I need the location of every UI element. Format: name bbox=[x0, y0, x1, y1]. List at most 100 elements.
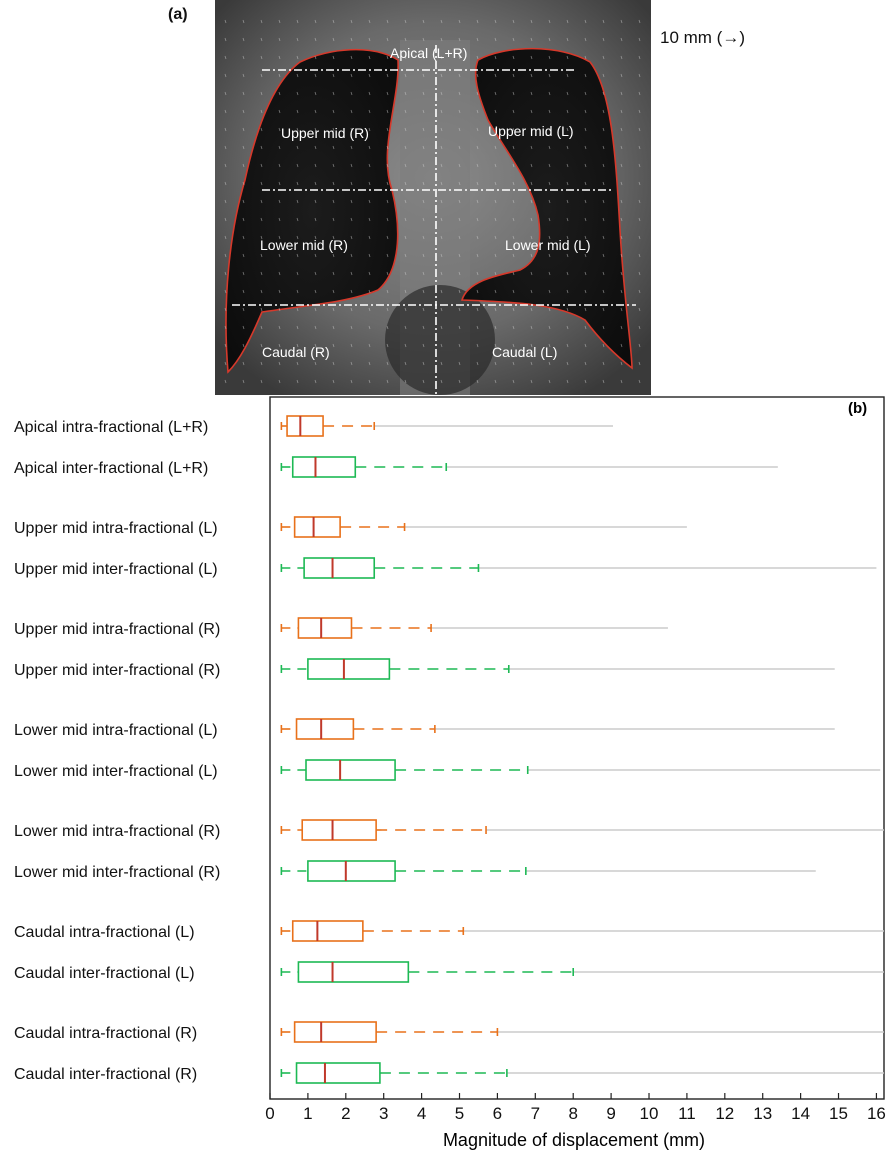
displacement-vector bbox=[584, 217, 587, 222]
displacement-vector bbox=[494, 235, 497, 240]
displacement-vector bbox=[602, 37, 605, 42]
displacement-vector bbox=[404, 91, 407, 96]
displacement-vector bbox=[296, 217, 299, 222]
region-upper-mid-l: Upper mid (L) bbox=[488, 123, 574, 139]
displacement-vector bbox=[260, 361, 263, 366]
displacement-vector bbox=[242, 181, 245, 186]
displacement-vector bbox=[512, 19, 515, 24]
displacement-vector bbox=[350, 307, 353, 312]
displacement-vector bbox=[566, 55, 569, 60]
displacement-vector bbox=[584, 127, 587, 132]
x-axis-label: Magnitude of displacement (mm) bbox=[443, 1130, 705, 1150]
displacement-vector bbox=[458, 289, 461, 294]
displacement-vector bbox=[296, 199, 299, 204]
displacement-vector bbox=[476, 307, 479, 312]
displacement-vector bbox=[440, 361, 443, 366]
displacement-vector bbox=[458, 271, 461, 276]
left-lung-contour bbox=[460, 47, 633, 370]
displacement-vector bbox=[512, 127, 515, 132]
displacement-vector bbox=[386, 361, 389, 366]
displacement-vector bbox=[440, 199, 443, 204]
displacement-vector bbox=[404, 127, 407, 132]
displacement-vector bbox=[494, 307, 497, 312]
box-row: Caudal inter-fractional (R) bbox=[14, 1062, 884, 1084]
displacement-vector bbox=[602, 253, 605, 258]
displacement-vector bbox=[314, 127, 317, 132]
displacement-vector bbox=[494, 55, 497, 60]
displacement-vector bbox=[458, 199, 461, 204]
displacement-vector bbox=[620, 289, 623, 294]
plot-frame bbox=[269, 396, 885, 1100]
displacement-vector bbox=[242, 73, 245, 78]
displacement-vector bbox=[602, 235, 605, 240]
displacement-vector bbox=[350, 73, 353, 78]
box-row: Upper mid inter-fractional (R) bbox=[14, 658, 835, 680]
displacement-vector bbox=[548, 217, 551, 222]
displacement-vector bbox=[602, 217, 605, 222]
displacement-vector bbox=[368, 55, 371, 60]
displacement-vector bbox=[584, 145, 587, 150]
displacement-vector bbox=[386, 109, 389, 114]
displacement-vector bbox=[332, 235, 335, 240]
displacement-vector bbox=[368, 199, 371, 204]
displacement-vector bbox=[260, 91, 263, 96]
displacement-vector bbox=[530, 37, 533, 42]
displacement-vector bbox=[368, 127, 371, 132]
displacement-vector bbox=[296, 307, 299, 312]
displacement-vector bbox=[314, 163, 317, 168]
displacement-vector bbox=[638, 199, 641, 204]
displacement-vector bbox=[620, 361, 623, 366]
displacement-vector bbox=[224, 361, 227, 366]
displacement-vector bbox=[224, 37, 227, 42]
displacement-vector bbox=[224, 145, 227, 150]
displacement-vector bbox=[512, 163, 515, 168]
displacement-vector bbox=[620, 109, 623, 114]
displacement-vector bbox=[332, 343, 335, 348]
displacement-vector bbox=[368, 109, 371, 114]
displacement-vector bbox=[602, 307, 605, 312]
displacement-vector bbox=[260, 217, 263, 222]
displacement-vector bbox=[278, 325, 281, 330]
displacement-vector bbox=[350, 163, 353, 168]
displacement-vector bbox=[620, 343, 623, 348]
displacement-vector bbox=[296, 181, 299, 186]
box-row: Lower mid inter-fractional (R) bbox=[14, 860, 816, 882]
displacement-vector bbox=[314, 181, 317, 186]
displacement-vector bbox=[566, 325, 569, 330]
displacement-vector bbox=[350, 361, 353, 366]
displacement-vector bbox=[242, 91, 245, 96]
displacement-vector bbox=[296, 91, 299, 96]
displacement-vector bbox=[368, 307, 371, 312]
x-tick-label: 9 bbox=[606, 1104, 615, 1123]
row-label: Caudal intra-fractional (L) bbox=[14, 924, 195, 941]
displacement-vector bbox=[638, 307, 641, 312]
box-row: Caudal intra-fractional (L) bbox=[14, 920, 884, 942]
displacement-vector bbox=[530, 145, 533, 150]
displacement-vector bbox=[242, 145, 245, 150]
displacement-vector bbox=[440, 163, 443, 168]
displacement-vector bbox=[422, 73, 425, 78]
displacement-vector bbox=[620, 325, 623, 330]
displacement-vector bbox=[260, 181, 263, 186]
displacement-vector bbox=[602, 55, 605, 60]
displacement-vector bbox=[314, 109, 317, 114]
displacement-vector bbox=[404, 109, 407, 114]
displacement-vector bbox=[440, 217, 443, 222]
displacement-vector bbox=[314, 253, 317, 258]
displacement-vector bbox=[260, 37, 263, 42]
x-tick-label: 7 bbox=[531, 1104, 540, 1123]
displacement-vector bbox=[548, 127, 551, 132]
x-tick-label: 1 bbox=[303, 1104, 312, 1123]
displacement-vector bbox=[602, 181, 605, 186]
displacement-vector bbox=[638, 163, 641, 168]
displacement-vector bbox=[296, 379, 299, 384]
displacement-vector bbox=[296, 289, 299, 294]
displacement-vector bbox=[638, 145, 641, 150]
displacement-vector bbox=[566, 289, 569, 294]
panel-a-label: (a) bbox=[168, 6, 188, 23]
displacement-vector bbox=[296, 235, 299, 240]
displacement-vector bbox=[224, 127, 227, 132]
displacement-vector bbox=[494, 379, 497, 384]
row-label: Caudal intra-fractional (R) bbox=[14, 1025, 197, 1042]
